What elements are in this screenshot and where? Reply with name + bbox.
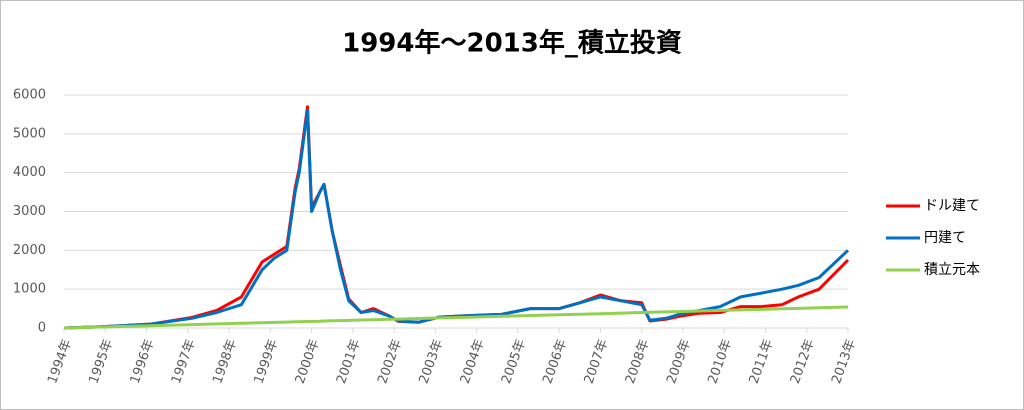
y-tick-label: 0 (38, 321, 46, 336)
legend-label: 円建て (924, 230, 966, 246)
legend-label: ドル建て (924, 198, 980, 214)
y-tick-label: 4000 (13, 165, 46, 180)
series-line (63, 305, 849, 330)
legend-label: 積立元本 (924, 262, 980, 278)
y-tick-label: 3000 (13, 204, 46, 219)
y-tick-label: 1000 (13, 282, 46, 297)
y-tick-label: 5000 (13, 126, 46, 141)
y-tick-label: 6000 (13, 88, 46, 103)
chart-title: 1994年～2013年_積立投資 (342, 28, 682, 59)
y-tick-label: 2000 (13, 243, 46, 258)
